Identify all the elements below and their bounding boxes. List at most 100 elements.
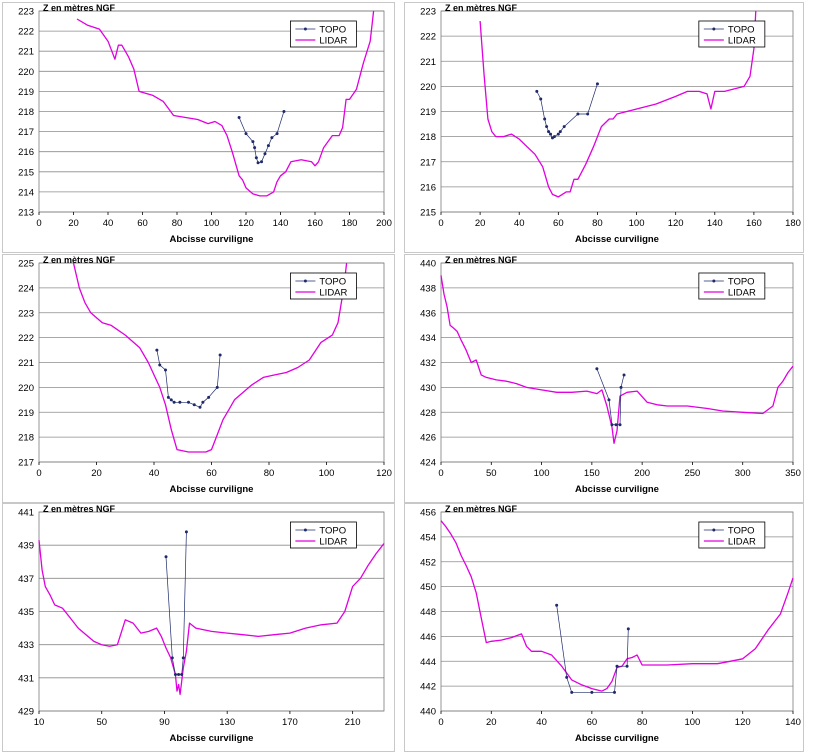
data-point-topo bbox=[263, 152, 267, 156]
x-tick-label: 40 bbox=[103, 218, 114, 229]
series-line-topo bbox=[536, 83, 598, 139]
data-point-topo bbox=[552, 135, 556, 139]
x-tick-label: 0 bbox=[438, 218, 443, 229]
x-tick-label: 80 bbox=[172, 218, 183, 229]
y-tick-label: 438 bbox=[420, 283, 436, 294]
x-tick-label: 20 bbox=[486, 717, 497, 728]
data-point-topo bbox=[178, 400, 182, 404]
y-tick-label: 446 bbox=[420, 632, 436, 643]
data-point-topo bbox=[282, 110, 286, 113]
data-point-topo bbox=[172, 400, 176, 404]
data-point-topo bbox=[251, 140, 255, 144]
data-point-topo bbox=[164, 368, 167, 372]
y-tick-label: 222 bbox=[18, 27, 34, 38]
y-tick-label: 216 bbox=[18, 147, 34, 158]
y-tick-label: 219 bbox=[18, 87, 34, 98]
data-point-topo bbox=[549, 132, 553, 136]
data-point-topo bbox=[253, 146, 257, 150]
series-line-lidar bbox=[38, 540, 385, 696]
y-tick-label: 454 bbox=[420, 532, 436, 543]
data-point-topo bbox=[545, 125, 549, 129]
data-point-topo bbox=[547, 130, 551, 134]
y-tick-label: 452 bbox=[420, 557, 436, 568]
y-tick-label: 432 bbox=[420, 358, 436, 369]
y-tick-label: 220 bbox=[18, 383, 34, 394]
data-point-topo bbox=[244, 132, 248, 136]
y-tick-label: 442 bbox=[420, 682, 436, 693]
y-tick-label: 429 bbox=[18, 707, 34, 718]
y-tick-label: 448 bbox=[420, 607, 436, 618]
y-tick-label: 223 bbox=[420, 7, 436, 18]
x-tick-label: 40 bbox=[514, 218, 525, 229]
data-point-topo bbox=[215, 385, 219, 389]
y-tick-label: 215 bbox=[420, 208, 436, 219]
data-point-topo bbox=[181, 656, 185, 660]
legend-label-lidar: LIDAR bbox=[319, 537, 347, 548]
data-point-topo bbox=[539, 97, 543, 101]
data-point-topo bbox=[543, 117, 547, 121]
x-tick-label: 100 bbox=[319, 468, 335, 479]
data-point-topo bbox=[170, 656, 174, 660]
data-point-topo bbox=[198, 405, 202, 409]
data-point-topo bbox=[237, 116, 241, 120]
y-tick-label: 214 bbox=[18, 187, 34, 198]
chart-svg: 217 218 219 220 221 222 223 224 225 0 20 40 60 80 100 1… bbox=[18, 255, 392, 495]
data-point-topo bbox=[615, 664, 619, 668]
chart-panel-6: 440 442 444 446 448 450 452 454 456 0 20 40 60 80 100 1… bbox=[404, 503, 804, 752]
y-tick-label: 218 bbox=[18, 433, 34, 444]
x-axis-label: Abcisse curviligne bbox=[575, 484, 659, 495]
legend-label-topo: TOPO bbox=[728, 526, 755, 537]
x-tick-label: 10 bbox=[34, 717, 45, 728]
data-point-topo bbox=[614, 423, 618, 427]
series-line-lidar bbox=[440, 275, 794, 444]
y-tick-label: 221 bbox=[420, 57, 436, 68]
legend-label-lidar: LIDAR bbox=[728, 288, 756, 299]
legend-label-topo: TOPO bbox=[728, 277, 755, 288]
y-tick-label: 434 bbox=[420, 333, 436, 344]
y-tick-label: 437 bbox=[18, 574, 34, 585]
x-tick-label: 80 bbox=[264, 468, 275, 479]
x-tick-label: 210 bbox=[345, 717, 361, 728]
y-tick-label: 220 bbox=[420, 82, 436, 93]
data-point-topo bbox=[618, 423, 622, 427]
chart-svg: 424 426 428 430 432 434 436 438 440 0 50 100 150 200 2… bbox=[420, 255, 801, 495]
series-line-lidar bbox=[72, 262, 348, 453]
y-tick-label: 440 bbox=[420, 259, 436, 270]
series-line-topo bbox=[238, 111, 285, 164]
legend-label-topo: TOPO bbox=[319, 526, 346, 537]
chart-svg: 215 216 217 218 219 220 221 222 223 0 20 40 60 80 100 1… bbox=[420, 3, 801, 245]
y-tick-label: 218 bbox=[18, 107, 34, 118]
y-tick-label: 440 bbox=[420, 707, 436, 718]
x-tick-label: 160 bbox=[307, 218, 323, 229]
chart-svg: 213 214 215 216 217 218 219 220 221 222 223 0 20 40 60… bbox=[18, 3, 392, 245]
y-tick-label: 444 bbox=[420, 657, 436, 668]
x-tick-label: 140 bbox=[785, 717, 801, 728]
y-tick-label: 225 bbox=[18, 259, 34, 270]
x-tick-label: 150 bbox=[584, 468, 600, 479]
y-tick-label: 221 bbox=[18, 47, 34, 58]
x-axis-label: Abcisse curviligne bbox=[575, 234, 659, 245]
data-point-topo bbox=[595, 367, 599, 371]
y-tick-label: 441 bbox=[18, 508, 34, 519]
x-tick-label: 100 bbox=[684, 717, 700, 728]
data-point-topo bbox=[595, 82, 599, 86]
legend-label-topo: TOPO bbox=[319, 25, 346, 36]
data-point-topo bbox=[570, 690, 574, 694]
x-tick-label: 200 bbox=[634, 468, 650, 479]
data-point-topo bbox=[612, 690, 616, 694]
y-tick-label: 430 bbox=[420, 383, 436, 394]
x-tick-label: 60 bbox=[587, 717, 598, 728]
data-point-topo bbox=[254, 156, 258, 160]
data-point-topo bbox=[626, 627, 630, 631]
x-axis-label: Abcisse curviligne bbox=[170, 234, 254, 245]
data-point-topo bbox=[619, 385, 623, 389]
y-tick-label: 456 bbox=[420, 508, 436, 519]
y-tick-label: 217 bbox=[420, 157, 436, 168]
data-point-topo bbox=[207, 395, 211, 399]
y-tick-label: 222 bbox=[420, 32, 436, 43]
x-tick-label: 80 bbox=[637, 717, 648, 728]
chart-panel-2: 215 216 217 218 219 220 221 222 223 0 20 40 60 80 100 1… bbox=[404, 2, 804, 253]
x-tick-label: 170 bbox=[282, 717, 298, 728]
data-point-topo bbox=[270, 136, 274, 140]
